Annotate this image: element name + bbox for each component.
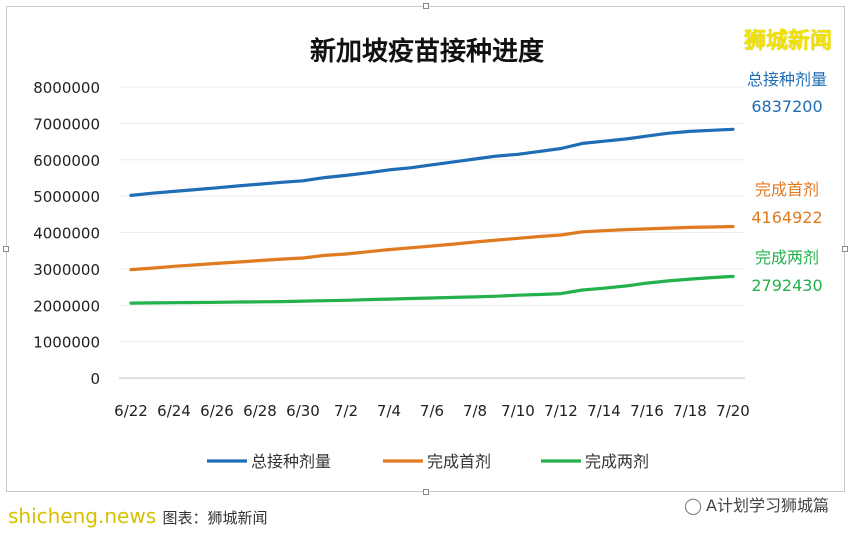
series-end-name: 总接种剂量 (747, 70, 827, 89)
series-line (129, 274, 735, 305)
x-tick-label: 6/26 (200, 402, 234, 420)
x-axis-tick-labels: 6/22 6/24 6/26 6/28 6/30 7/2 7/4 7/6 7/8 7/10 7/12… (114, 402, 750, 420)
y-tick-label: 1000000 (33, 334, 100, 352)
y-tick-label: 2000000 (33, 297, 100, 315)
series-end-value: 2792430 (751, 276, 822, 295)
y-axis-tick-labels: 0 1000000 2000000 3000000 4000000 5000000 6000… (33, 79, 100, 388)
y-tick-label: 8000000 (33, 79, 100, 97)
footer-account-name: A计划学习狮城篇 (706, 496, 829, 515)
chart-title: 新加坡疫苗接种进度 (310, 36, 544, 67)
footer-account: ◯ A计划学习狮城篇 (684, 492, 829, 516)
series-line (129, 127, 735, 197)
x-tick-label: 7/18 (673, 402, 707, 420)
series-end-name: 完成首剂 (755, 180, 819, 199)
resize-handle-right[interactable] (842, 246, 848, 252)
x-tick-label: 7/4 (377, 402, 401, 420)
wechat-icon: ◯ (684, 496, 703, 515)
footer-watermark: shicheng.news 图表：狮城新闻 (8, 504, 268, 528)
resize-handle-bottom[interactable] (423, 489, 429, 495)
footer-caption: 图表：狮城新闻 (162, 509, 268, 527)
grid-lines (119, 86, 745, 379)
x-tick-label: 7/6 (420, 402, 444, 420)
series-end-value: 6837200 (751, 97, 822, 116)
series-end-name: 完成两剂 (755, 248, 819, 267)
legend-label: 完成首剂 (427, 452, 491, 471)
y-tick-label: 4000000 (33, 225, 100, 243)
y-tick-label: 3000000 (33, 261, 100, 279)
legend: 总接种剂量 完成首剂 完成两剂 (207, 452, 649, 471)
y-tick-label: 7000000 (33, 115, 100, 133)
chart-frame[interactable]: 新加坡疫苗接种进度 0 1000000 2000000 3000000 4000000 5… (6, 6, 845, 492)
legend-label: 完成两剂 (585, 452, 649, 471)
x-tick-label: 7/14 (587, 402, 621, 420)
footer-site-text: shicheng.news (8, 504, 157, 528)
x-tick-label: 6/28 (243, 402, 277, 420)
brand-watermark: 狮城新闻 (743, 29, 832, 54)
x-tick-label: 7/20 (716, 402, 750, 420)
y-tick-label: 0 (90, 370, 100, 388)
resize-handle-top[interactable] (423, 3, 429, 9)
y-tick-label: 5000000 (33, 188, 100, 206)
resize-handle-left[interactable] (3, 246, 9, 252)
legend-label: 总接种剂量 (251, 452, 331, 471)
x-tick-label: 6/30 (286, 402, 320, 420)
x-tick-label: 6/24 (157, 402, 191, 420)
series-lines (129, 127, 735, 305)
series-end-value: 4164922 (751, 208, 822, 227)
x-tick-label: 7/12 (544, 402, 578, 420)
vaccination-line-chart: 新加坡疫苗接种进度 0 1000000 2000000 3000000 4000000 5… (33, 36, 827, 471)
series-end-labels: 总接种剂量 6837200 完成首剂 4164922 完成两剂 2792430 (747, 70, 827, 295)
x-tick-label: 6/22 (114, 402, 148, 420)
x-tick-label: 7/8 (463, 402, 487, 420)
y-tick-label: 6000000 (33, 152, 100, 170)
series-line (129, 224, 735, 272)
x-tick-label: 7/16 (630, 402, 664, 420)
x-tick-label: 7/10 (501, 402, 535, 420)
x-tick-label: 7/2 (334, 402, 358, 420)
